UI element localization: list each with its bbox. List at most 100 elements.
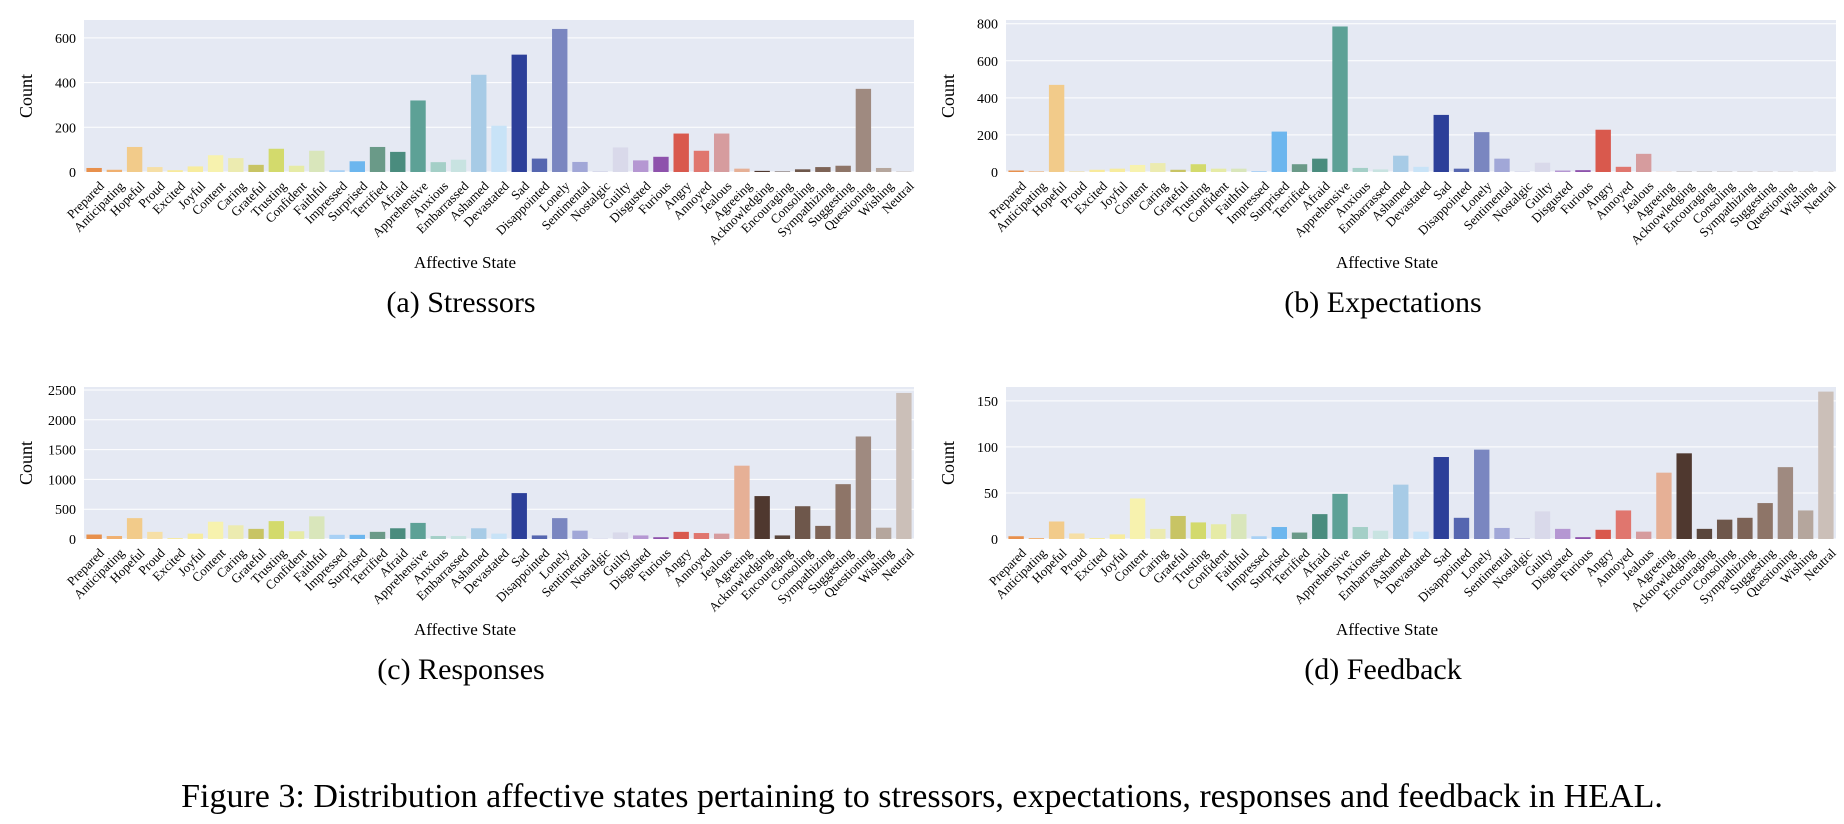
- bar-sad: [511, 493, 527, 539]
- bar-anxious: [1352, 167, 1368, 172]
- bar-apprehensive: [410, 522, 426, 539]
- bar-joyful: [1109, 534, 1126, 539]
- bar-disappointed: [531, 158, 548, 172]
- bar-jealous: [713, 133, 730, 172]
- bar-anxious: [430, 162, 446, 172]
- bar-embarrassed: [1372, 169, 1389, 172]
- y-tick-label: 200: [977, 129, 998, 144]
- bar-excited: [1089, 169, 1105, 172]
- y-tick-label: 800: [977, 18, 998, 33]
- bar-excited: [1089, 538, 1105, 539]
- bar-afraid: [390, 528, 406, 539]
- x-axis-label: Affective State: [414, 620, 516, 639]
- y-tick-label: 400: [977, 92, 998, 107]
- bar-ashamed: [1393, 155, 1409, 172]
- bar-ashamed: [471, 74, 487, 172]
- bar-devastated: [1413, 531, 1429, 539]
- bar-jealous: [713, 533, 730, 539]
- bar-faithful: [309, 516, 325, 539]
- bar-faithful: [1231, 168, 1247, 172]
- bar-angry: [1595, 129, 1611, 172]
- bar-confident: [1210, 524, 1227, 539]
- bar-hopeful: [1048, 84, 1065, 172]
- bar-prepared: [1008, 536, 1024, 539]
- y-tick-label: 1500: [48, 444, 76, 459]
- bar-guilty: [1534, 162, 1551, 172]
- bar-grateful: [248, 528, 264, 539]
- bar-anticipating: [1028, 538, 1045, 539]
- bar-afraid: [1312, 158, 1328, 172]
- bar-apprehensive: [1332, 493, 1348, 539]
- bar-sad: [511, 54, 527, 172]
- bar-sentimental: [572, 530, 588, 539]
- bar-proud: [147, 531, 163, 539]
- bar-questioning: [1777, 467, 1794, 539]
- bar-proud: [1069, 533, 1085, 539]
- bar-confident: [1210, 168, 1227, 172]
- bar-lonely: [552, 518, 568, 539]
- bar-prepared: [1008, 170, 1024, 172]
- bar-excited: [167, 170, 183, 172]
- figure-caption: Figure 3: Distribution affective states …: [181, 778, 1663, 815]
- y-tick-label: 0: [991, 166, 998, 181]
- bar-chart-expectations: 0200400600800PreparedAnticipatingHopeful…: [938, 18, 1839, 272]
- bar-grateful: [1170, 169, 1186, 172]
- bar-devastated: [491, 125, 507, 172]
- chart-panel-stressors: 0 200 400 600 Prepared Anticipating Hopeful Pro…: [0, 0, 922, 360]
- bar-lonely: [1474, 449, 1490, 539]
- bar-nostalgic: [1514, 538, 1530, 539]
- bar-hopeful: [126, 518, 143, 539]
- bar-encouraging: [1696, 528, 1713, 539]
- bar-surprised: [349, 534, 365, 539]
- bar-furious: [653, 537, 669, 539]
- bar-grateful: [248, 164, 264, 172]
- bar-disappointed: [1453, 168, 1470, 172]
- chart-caption-responses: (c) Responses: [377, 653, 545, 686]
- y-tick-label: 2000: [48, 414, 76, 429]
- bar-grateful: [1170, 515, 1186, 539]
- bar-anticipating: [1028, 171, 1045, 172]
- bar-sentimental: [572, 161, 588, 172]
- bar-agreeing: [1656, 472, 1672, 539]
- bar-sympathizing: [815, 525, 831, 539]
- bar-jealous: [1635, 153, 1652, 172]
- bar-anticipating: [106, 169, 123, 172]
- bar-terrified: [369, 146, 386, 172]
- bar-anticipating: [106, 536, 123, 539]
- bar-proud: [147, 167, 163, 172]
- bar-suggesting: [835, 484, 851, 539]
- bar-wishing: [875, 167, 892, 172]
- bar-chart-responses: 05001000150020002500PreparedAnticipating…: [16, 384, 917, 639]
- y-tick-label: 600: [977, 55, 998, 70]
- bar-embarrassed: [1372, 530, 1389, 539]
- bar-surprised: [1271, 527, 1287, 539]
- bar-furious: [1575, 537, 1591, 539]
- bar-terrified: [369, 531, 386, 539]
- bar-content: [207, 521, 224, 539]
- bar-joyful: [187, 166, 204, 172]
- bar-neutral: [1818, 391, 1834, 539]
- bar-guilty: [612, 147, 629, 172]
- bar-lonely: [552, 28, 568, 172]
- bar-terrified: [1291, 532, 1308, 539]
- bar-anxious: [1352, 527, 1368, 539]
- bar-trusting: [1190, 164, 1207, 172]
- bar-proud: [1069, 171, 1085, 172]
- bar-guilty: [612, 532, 629, 539]
- y-tick-label: 0: [991, 533, 998, 548]
- bar-disgusted: [633, 535, 649, 539]
- bar-trusting: [1190, 522, 1207, 539]
- bar-faithful: [1231, 514, 1247, 539]
- bar-embarrassed: [450, 159, 467, 172]
- y-axis-label: Count: [938, 441, 958, 485]
- chart-panel-responses: 0 500 1000 1500 2000 2500 Prepared Anticipating…: [0, 367, 922, 727]
- bar-ashamed: [471, 528, 487, 539]
- bar-disgusted: [633, 160, 649, 172]
- bar-neutral: [896, 392, 912, 539]
- chart-caption-feedback: (d) Feedback: [1304, 653, 1462, 686]
- y-tick-label: 400: [55, 77, 76, 92]
- bar-impressed: [329, 534, 345, 539]
- bar-wishing: [1797, 510, 1814, 539]
- bar-terrified: [1291, 164, 1308, 172]
